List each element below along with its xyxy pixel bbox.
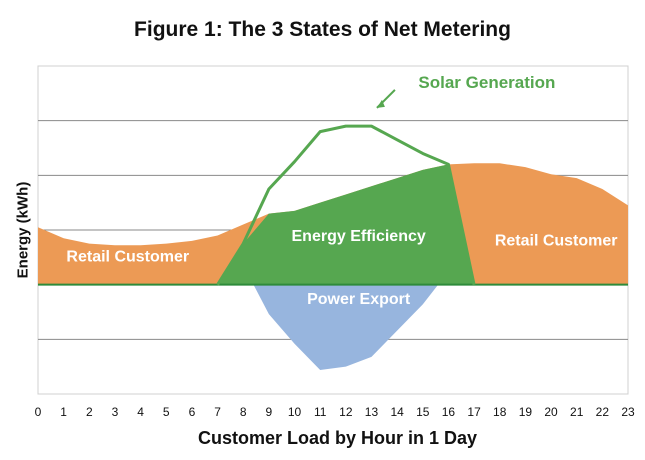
- solar-generation-line: [216, 124, 476, 286]
- x-tick-label: 5: [163, 405, 170, 419]
- x-tick-label: 12: [339, 405, 353, 419]
- x-tick-label: 19: [519, 405, 533, 419]
- x-tick-label: 14: [390, 405, 404, 419]
- x-tick-label: 20: [544, 405, 558, 419]
- x-tick-label: 9: [266, 405, 273, 419]
- x-tick-label: 2: [86, 405, 93, 419]
- x-tick-label: 3: [112, 405, 119, 419]
- x-tick-label: 8: [240, 405, 247, 419]
- x-tick-label: 21: [570, 405, 584, 419]
- x-tick-label: 18: [493, 405, 507, 419]
- x-tick-label: 6: [189, 405, 196, 419]
- x-tick-label: 10: [288, 405, 302, 419]
- x-axis-label: Customer Load by Hour in 1 Day: [197, 428, 478, 448]
- annotation-label: Retail Customer: [66, 249, 189, 266]
- x-tick-label: 16: [442, 405, 456, 419]
- annotation-label: Solar Generation: [418, 73, 555, 92]
- x-tick-label: 11: [314, 405, 327, 419]
- x-tick-label: 1: [60, 405, 67, 419]
- x-tick-label: 4: [137, 405, 144, 419]
- x-tick-label: 15: [416, 405, 430, 419]
- x-tick-label: 13: [365, 405, 379, 419]
- x-tick-label: 23: [621, 405, 635, 419]
- annotation-label: Energy Efficiency: [292, 228, 426, 245]
- annotation-label: Power Export: [307, 291, 411, 308]
- x-tick-label: 0: [35, 405, 42, 419]
- x-tick-label: 7: [214, 405, 221, 419]
- x-tick-label: 22: [596, 405, 610, 419]
- power-export-area: [253, 284, 439, 370]
- annotation-label: Retail Customer: [495, 232, 618, 249]
- x-tick-label: 17: [467, 405, 481, 419]
- annotation-arrowhead: [376, 99, 385, 108]
- energy-efficiency-area: [217, 164, 475, 285]
- chart-title: Figure 1: The 3 States of Net Metering: [134, 18, 511, 41]
